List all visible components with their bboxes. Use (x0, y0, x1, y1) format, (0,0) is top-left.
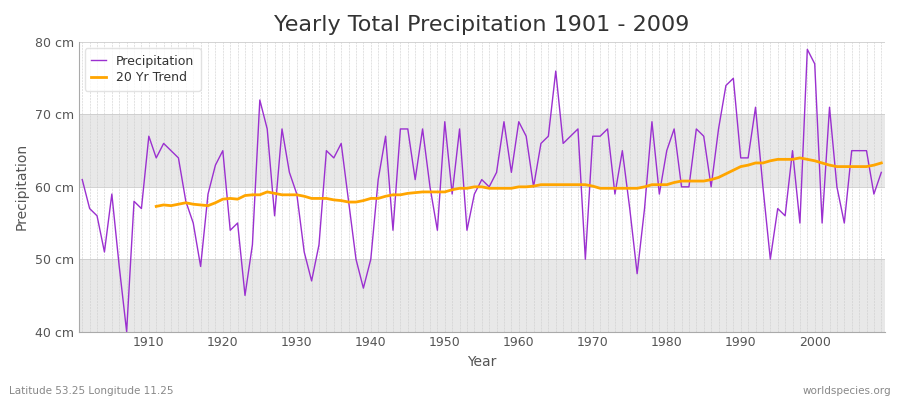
Precipitation (876, 170, 886, 175)
Title: Yearly Total Precipitation 1901 - 2009: Yearly Total Precipitation 1901 - 2009 (274, 15, 689, 35)
20 Yr Trend (876, 160, 886, 165)
Line: 20 Yr Trend: 20 Yr Trend (157, 158, 881, 206)
20 Yr Trend (151, 204, 162, 209)
Precipitation (802, 47, 813, 52)
20 Yr Trend (536, 182, 546, 187)
20 Yr Trend (721, 172, 732, 176)
Text: worldspecies.org: worldspecies.org (803, 386, 891, 396)
Precipitation (143, 134, 154, 138)
Bar (78, 259, 885, 332)
Legend: Precipitation, 20 Yr Trend: Precipitation, 20 Yr Trend (85, 48, 201, 91)
Bar (78, 114, 885, 187)
Precipitation (513, 119, 524, 124)
X-axis label: Year: Year (467, 355, 497, 369)
Y-axis label: Precipitation: Precipitation (15, 143, 29, 230)
Precipitation (76, 177, 87, 182)
Precipitation (122, 329, 132, 334)
20 Yr Trend (321, 196, 332, 201)
20 Yr Trend (373, 196, 383, 201)
20 Yr Trend (513, 184, 524, 189)
Precipitation (521, 134, 532, 138)
Text: Latitude 53.25 Longitude 11.25: Latitude 53.25 Longitude 11.25 (9, 386, 174, 396)
Precipitation (351, 257, 362, 262)
20 Yr Trend (343, 200, 354, 204)
Line: Precipitation: Precipitation (82, 49, 881, 332)
20 Yr Trend (795, 156, 806, 160)
Precipitation (306, 278, 317, 283)
Precipitation (609, 192, 620, 196)
